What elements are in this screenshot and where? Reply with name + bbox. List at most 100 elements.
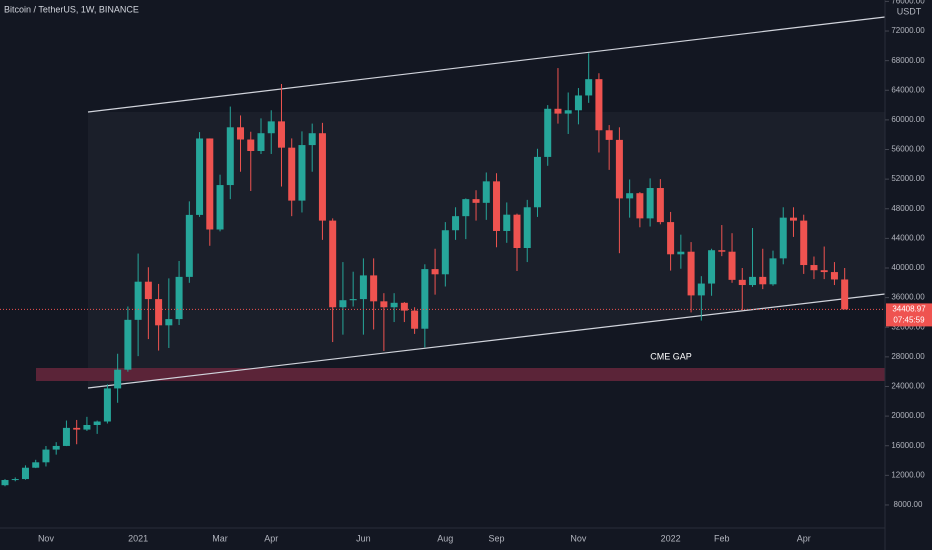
candle-body <box>800 220 808 266</box>
candle-body <box>656 188 664 223</box>
x-tick-label: Apr <box>264 533 278 543</box>
candle-body <box>390 302 398 308</box>
candle-body <box>155 299 163 326</box>
candle-body <box>493 181 501 231</box>
candle-body <box>124 319 132 370</box>
candle-body <box>247 139 255 151</box>
candle-body <box>267 121 275 134</box>
x-tick-label: Sep <box>489 533 505 543</box>
candle-body <box>32 462 40 468</box>
candle-body <box>339 300 347 308</box>
y-tick-label: 20000.00 <box>891 411 925 420</box>
candle-body <box>1 480 9 486</box>
candle-body <box>277 121 285 148</box>
x-tick-label: Apr <box>797 533 811 543</box>
candle-body <box>370 275 378 302</box>
annotation: CME GAP <box>650 351 692 361</box>
candle-body <box>165 319 173 326</box>
candle-body <box>237 127 245 140</box>
candle-body <box>472 199 480 203</box>
candle-body <box>62 427 70 446</box>
candle-body <box>318 133 326 221</box>
candle-body <box>482 181 490 203</box>
y-tick-label: 8000.00 <box>894 500 923 509</box>
candle-body <box>728 251 736 280</box>
x-tick-label: 2021 <box>128 533 148 543</box>
y-tick-label: 12000.00 <box>891 470 925 479</box>
candle-body <box>288 147 296 201</box>
x-tick-label: Mar <box>212 533 228 543</box>
candle-body <box>626 193 634 199</box>
y-tick-label: 68000.00 <box>891 56 925 65</box>
candle-body <box>708 250 716 284</box>
candle-body <box>585 79 593 96</box>
y-tick-label: 16000.00 <box>891 441 925 450</box>
countdown-label: 07:45:59 <box>893 316 925 325</box>
candle-body <box>820 270 828 273</box>
candle-body <box>738 279 746 286</box>
candle-body <box>513 214 521 249</box>
candle-body <box>257 133 265 151</box>
candle-body <box>667 222 675 255</box>
candle-body <box>554 108 562 114</box>
candle-body <box>216 185 224 230</box>
candle-body <box>42 449 50 463</box>
candle-body <box>134 281 142 320</box>
channel-lower <box>87 293 886 389</box>
y-tick-label: 24000.00 <box>891 382 925 391</box>
candle-body <box>226 127 234 186</box>
candle-body <box>697 283 705 296</box>
y-tick-label: 52000.00 <box>891 174 925 183</box>
y-tick-label: 60000.00 <box>891 115 925 124</box>
y-tick-label: 44000.00 <box>891 233 925 242</box>
candle-body <box>400 302 408 311</box>
y-tick-label: 32000.00 <box>891 322 925 331</box>
candle-body <box>841 279 849 310</box>
candle-body <box>718 250 726 252</box>
cme-gap-zone <box>36 368 885 381</box>
y-tick-label: 40000.00 <box>891 263 925 272</box>
candle-body <box>687 251 695 296</box>
candle-body <box>779 217 787 259</box>
candle-body <box>93 421 101 425</box>
candle-body <box>636 193 644 219</box>
candle-body <box>441 230 449 275</box>
candle-body <box>114 369 122 389</box>
candle-body <box>359 275 367 300</box>
channel-upper <box>87 16 886 113</box>
x-tick-label: 2022 <box>661 533 681 543</box>
currency-label: USDT <box>897 6 922 16</box>
channel-shade <box>88 112 885 388</box>
candle-body <box>646 188 654 219</box>
y-tick-label: 72000.00 <box>891 26 925 35</box>
candle-body <box>544 108 552 157</box>
y-tick-label: 56000.00 <box>891 145 925 154</box>
candle-body <box>749 276 757 286</box>
candle-body <box>789 217 797 221</box>
candle-body <box>144 281 152 300</box>
candle-body <box>52 445 60 450</box>
candle-body <box>759 276 767 285</box>
candle-body <box>523 207 531 249</box>
candle-body <box>677 251 685 255</box>
candle-body <box>329 220 337 308</box>
candle-body <box>810 265 818 271</box>
candle-body <box>73 427 81 430</box>
candle-body <box>615 139 623 199</box>
candle-body <box>830 272 838 280</box>
candle-body <box>533 156 541 208</box>
candle-body <box>421 269 429 329</box>
candle-body <box>349 299 357 301</box>
candle-body <box>308 133 316 146</box>
candle-body <box>605 130 613 140</box>
x-tick-label: Nov <box>570 533 587 543</box>
candle-body <box>769 258 777 285</box>
y-tick-label: 48000.00 <box>891 204 925 213</box>
last-price-label: 34408.97 <box>892 305 926 314</box>
candle-body <box>103 388 111 422</box>
candle-body <box>574 95 582 111</box>
candle-body <box>564 110 572 114</box>
chart-title: Bitcoin / TetherUS, 1W, BINANCE <box>4 4 139 14</box>
candle-body <box>83 424 91 430</box>
